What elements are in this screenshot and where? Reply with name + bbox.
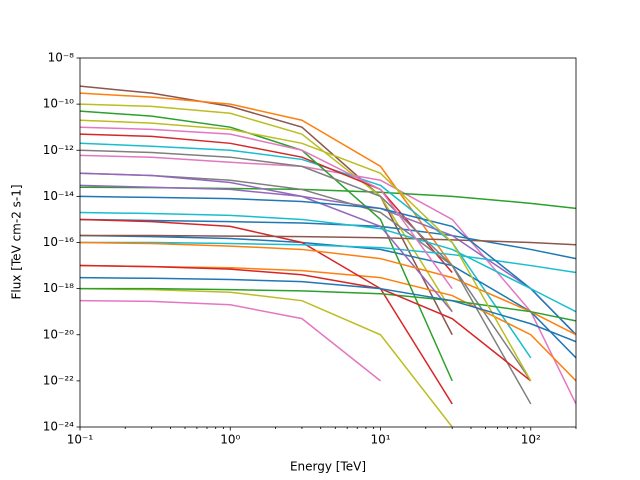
series-line [80,287,453,427]
series-line [80,195,576,336]
series-line [80,103,453,313]
y-tick-label: 10⁻⁸ [48,51,75,65]
y-tick-label: 10⁻¹⁰ [43,97,74,111]
series-line [80,211,576,313]
series-line [80,110,453,382]
y-tick-label: 10⁻²⁴ [43,420,74,434]
series-line [80,264,576,382]
y-tick-label: 10⁻¹⁶ [43,235,74,249]
series-line [80,184,576,336]
series-line [80,133,453,273]
series-line [80,92,453,266]
series-line [80,299,381,382]
x-tick-label: 10⁰ [220,433,240,447]
series-line [80,241,576,274]
series-line [80,149,532,405]
series-line [80,241,576,336]
plot-lines [80,85,576,427]
y-tick-label: 10⁻¹⁴ [43,189,74,203]
series-line [80,264,532,382]
series-line [80,172,453,313]
series-line [80,218,453,405]
x-axis-label: Energy [TeV] [290,460,366,474]
x-tick-label: 10⁻¹ [67,433,94,447]
x-tick-label: 10² [521,433,541,447]
y-tick-label: 10⁻²² [43,373,74,387]
series-line [80,172,532,382]
series-line [80,119,532,382]
series-line [80,276,576,343]
x-tick-label: 10¹ [370,433,390,447]
y-axis-label: Flux [TeV cm-2 s-1] [10,184,24,299]
series-line [80,126,453,290]
series-line [80,85,453,336]
series-line [80,287,576,322]
y-tick-label: 10⁻²⁰ [43,327,74,341]
series-line [80,234,576,246]
y-tick-label: 10⁻¹⁸ [43,281,74,295]
y-tick-label: 10⁻¹² [43,143,74,157]
